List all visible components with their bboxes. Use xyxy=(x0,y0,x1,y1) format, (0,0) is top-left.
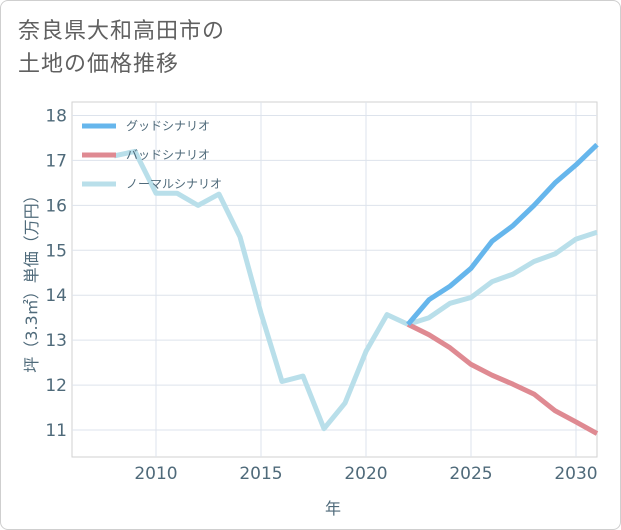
x-tick-label: 2010 xyxy=(134,464,177,484)
y-tick-label: 14 xyxy=(45,286,67,306)
y-tick-label: 17 xyxy=(45,151,67,171)
x-axis-title: 年 xyxy=(325,499,341,518)
y-axis-title: 坪（3.3㎡）単価（万円） xyxy=(22,187,41,372)
x-tick-label: 2015 xyxy=(239,464,282,484)
legend-label-1: バッドシナリオ xyxy=(126,148,210,162)
chart-title-line-2: 土地の価格推移 xyxy=(18,52,180,77)
y-tick-label: 13 xyxy=(45,331,67,351)
x-tick-label: 2025 xyxy=(449,464,492,484)
series-line-3 xyxy=(113,148,410,432)
y-tick-label: 18 xyxy=(45,106,67,126)
legend-label-2: ノーマルシナリオ xyxy=(126,177,222,191)
y-axis-ticks: 11 12 13 14 15 16 17 18 xyxy=(45,106,67,441)
series-line-2 xyxy=(407,229,598,327)
series-lines xyxy=(113,142,599,436)
y-tick-label: 11 xyxy=(45,421,67,441)
x-tick-label: 2030 xyxy=(554,464,597,484)
chart-title-line-1: 奈良県大和高田市の xyxy=(18,19,226,44)
plot-area xyxy=(71,101,598,458)
series-line-1 xyxy=(406,322,599,436)
x-axis-ticks: 2010 2015 2020 2025 2030 xyxy=(134,464,597,484)
y-tick-label: 16 xyxy=(45,196,67,216)
y-tick-label: 15 xyxy=(45,241,67,261)
series-line-0 xyxy=(406,142,599,327)
x-tick-label: 2020 xyxy=(344,464,387,484)
legend-label-0: グッドシナリオ xyxy=(126,119,210,133)
chart-title: 奈良県大和高田市の 土地の価格推移 xyxy=(18,15,225,81)
y-tick-label: 12 xyxy=(45,376,67,396)
